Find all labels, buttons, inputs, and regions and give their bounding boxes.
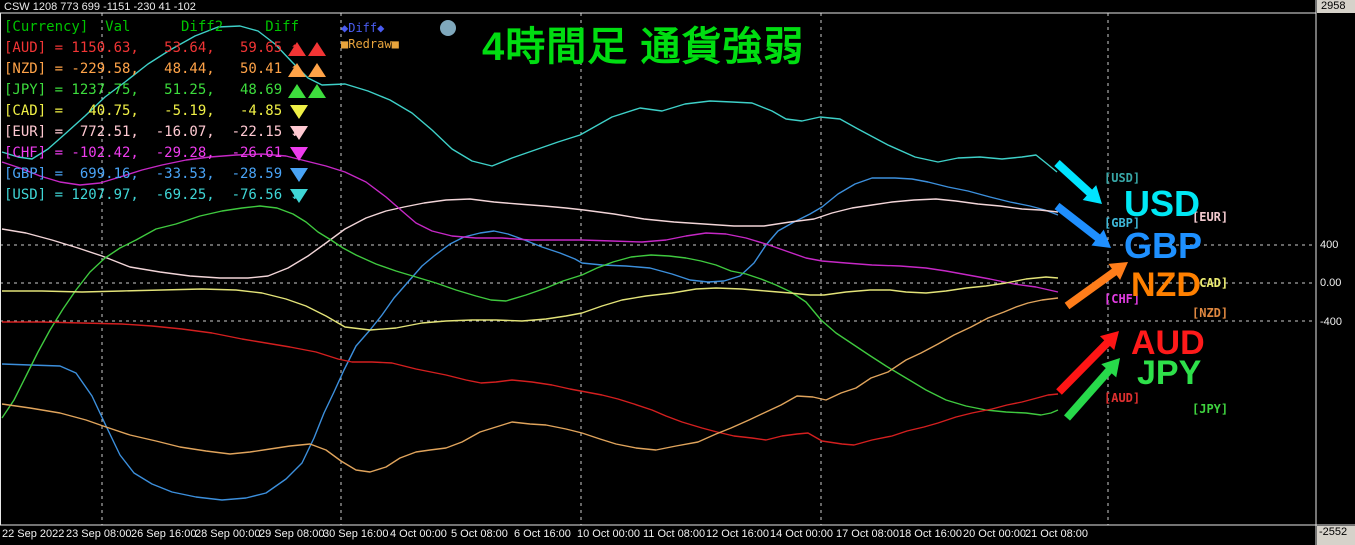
line-label-USD: [USD] xyxy=(1104,171,1141,185)
y-axis-label--400: -400 xyxy=(1320,316,1343,328)
series-USD-line xyxy=(1,25,1058,173)
x-axis-date-label: 28 Sep 00:00 xyxy=(195,528,261,540)
annotation-arrow xyxy=(1064,264,1123,310)
down-triangle-icon xyxy=(290,147,308,161)
redraw-button[interactable]: ■Redraw■ xyxy=(341,37,399,51)
series-EUR-line xyxy=(1,198,1059,279)
legend-row-CHF: [CHF] = -102.42, -29.28, -26.61 xyxy=(4,145,283,161)
line-label-JPY: [JPY] xyxy=(1192,402,1229,416)
date-axis[interactable]: 22 Sep 2022 23 Sep 08:00 26 Sep 16:00 28 Se… xyxy=(0,528,1316,545)
y-axis-label-400: 400 xyxy=(1320,239,1339,251)
legend-row-USD: [USD] = 1207.97, -69.25, -76.56 ↓ xyxy=(4,187,300,203)
up-triangle-icon xyxy=(308,63,326,77)
annotation-arrowhead xyxy=(1101,358,1120,378)
x-axis-date-label: 23 Sep 08:00 xyxy=(66,528,132,540)
x-axis-date-label: 30 Sep 16:00 xyxy=(323,528,389,540)
drag-dot-icon[interactable] xyxy=(440,20,456,36)
x-axis-date-label: 11 Oct 08:00 xyxy=(643,528,706,540)
callout-AUD: AUD xyxy=(1131,324,1205,362)
x-axis-date-label: 6 Oct 16:00 xyxy=(514,528,571,540)
x-axis-date-label: 14 Oct 00:00 xyxy=(770,528,833,540)
callout-JPY: JPY xyxy=(1137,354,1202,392)
x-axis-date-label: 18 Oct 16:00 xyxy=(899,528,962,540)
indicator-controls: ◆Diff◆ ■Redraw■ xyxy=(341,20,399,52)
line-label-CHF: [CHF] xyxy=(1104,292,1141,306)
page-title: 4時間足 通貨強弱 xyxy=(482,25,805,69)
diff-button[interactable]: ◆Diff◆ xyxy=(341,21,385,35)
legend-row-EUR: [EUR] = 772.51, -16.07, -22.15 ↓ xyxy=(4,124,300,140)
down-triangle-icon xyxy=(290,105,308,119)
up-triangle-icon xyxy=(288,63,306,77)
legend-header: [Currency] Val Diff2 Diff xyxy=(4,19,300,35)
annotation-arrow xyxy=(1064,362,1117,421)
series-CAD-line xyxy=(2,276,1059,331)
callout-GBP: GBP xyxy=(1124,225,1203,266)
down-triangle-icon xyxy=(290,126,308,140)
annotation-arrowhead xyxy=(1091,229,1111,248)
line-label-CAD: [CAD] xyxy=(1192,276,1229,290)
legend-row-JPY: [JPY] = 1237.75, 51.25, 48.69 xyxy=(4,82,283,98)
down-triangle-icon xyxy=(290,168,308,182)
x-axis-date-label: 5 Oct 08:00 xyxy=(451,528,508,540)
x-axis-date-label: 4 Oct 00:00 xyxy=(390,528,447,540)
x-axis-date-label: 10 Oct 00:00 xyxy=(577,528,640,540)
line-label-AUD: [AUD] xyxy=(1104,391,1141,405)
callout-USD: USD xyxy=(1124,183,1201,224)
series-GBP-line xyxy=(1,177,1059,501)
x-axis-date-label: 17 Oct 08:00 xyxy=(836,528,899,540)
series-AUD-line xyxy=(2,321,1059,446)
series-CHF-line xyxy=(1,153,1059,293)
down-triangle-icon xyxy=(290,189,308,203)
y-axis-label-0.00: 0.00 xyxy=(1320,277,1342,289)
axis-min-value: -2552 xyxy=(1317,526,1355,545)
annotation-arrowhead xyxy=(1082,185,1102,204)
up-triangle-icon xyxy=(308,84,326,98)
up-triangle-icon xyxy=(288,42,306,56)
annotation-arrowhead xyxy=(1108,262,1128,281)
legend-row-NZD: [NZD] = -229.58, 48.44, 50.41 ↑ xyxy=(4,61,300,77)
legend-row-AUD: [AUD] = 1150.63, 53.64, 59.65 ↑ xyxy=(4,40,300,56)
up-triangle-icon xyxy=(308,42,326,56)
x-axis-date-label: 12 Oct 16:00 xyxy=(706,528,769,540)
legend-row-GBP: [GBP] = 699.16, -33.53, -28.59 xyxy=(4,166,283,182)
x-axis-date-label: 21 Oct 08:00 xyxy=(1025,528,1088,540)
indicator-status-line: CSW 1208 773 699 -1151 -230 41 -102 xyxy=(4,1,196,13)
x-axis-date-label: 29 Sep 08:00 xyxy=(259,528,325,540)
annotation-arrow xyxy=(1054,160,1098,201)
annotation-arrowhead xyxy=(1099,331,1119,351)
annotation-arrow xyxy=(1056,334,1116,395)
up-triangle-icon xyxy=(288,84,306,98)
annotation-arrow xyxy=(1054,202,1107,246)
line-label-EUR: [EUR] xyxy=(1192,210,1229,224)
series-NZD-line xyxy=(1,297,1059,473)
line-label-GBP: [GBP] xyxy=(1104,216,1141,230)
x-axis-date-label: 20 Oct 00:00 xyxy=(963,528,1026,540)
x-axis-date-label: 26 Sep 16:00 xyxy=(131,528,197,540)
axis-max-value: 2958 xyxy=(1317,0,1355,13)
x-axis-date-label: 22 Sep 2022 xyxy=(2,528,65,540)
series-JPY-line xyxy=(1,205,1059,419)
legend-row-CAD: [CAD] = 40.75, -5.19, -4.85 xyxy=(4,103,283,119)
callout-NZD: NZD xyxy=(1131,266,1201,304)
line-label-NZD: [NZD] xyxy=(1192,306,1229,320)
